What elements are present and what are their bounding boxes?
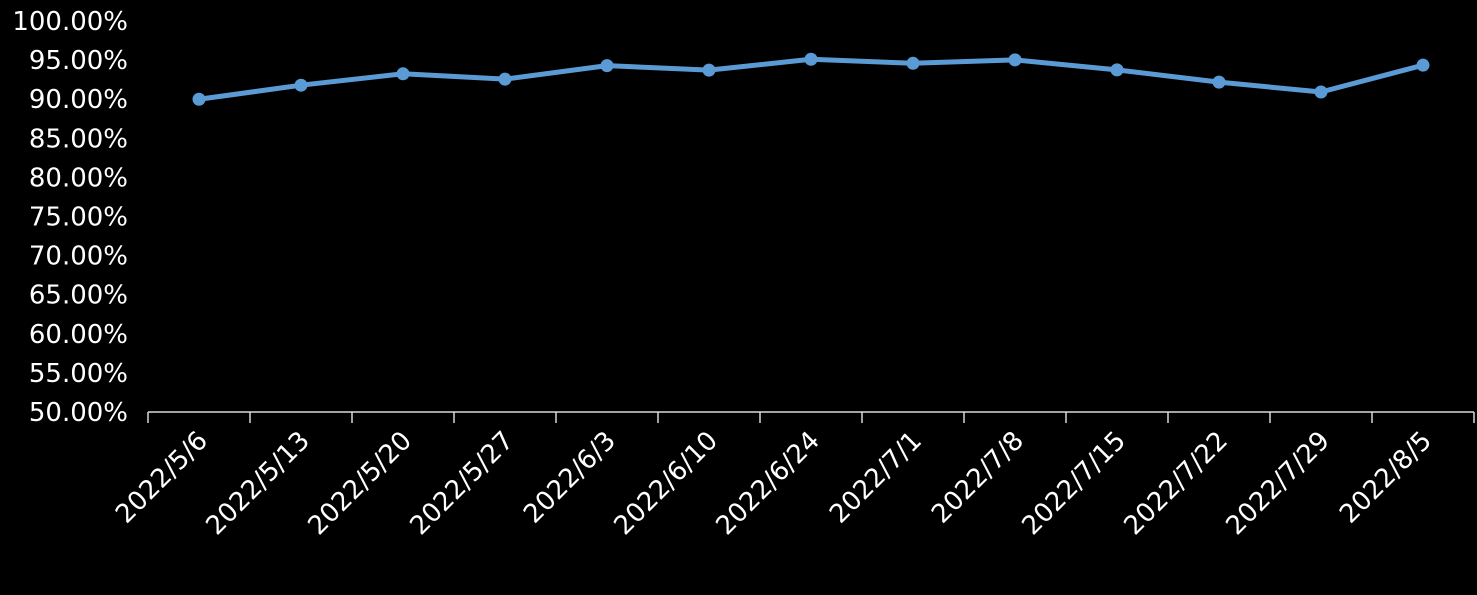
data-point (804, 52, 818, 66)
data-point (600, 59, 614, 73)
data-point (1314, 85, 1328, 99)
y-tick-label: 55.00% (29, 359, 128, 389)
x-tick-label: 2022/5/20 (302, 426, 417, 541)
x-tick-label: 2022/7/8 (926, 426, 1030, 530)
x-axis (147, 411, 1475, 423)
x-tick-label: 2022/5/6 (110, 426, 214, 530)
data-point (906, 56, 920, 70)
data-point (498, 72, 512, 86)
x-tick-label: 2022/6/10 (608, 426, 723, 541)
y-tick-label: 85.00% (29, 124, 128, 154)
y-tick-label: 90.00% (29, 85, 128, 115)
data-point (192, 92, 206, 106)
y-tick-label: 100.00% (12, 7, 128, 37)
y-tick-label: 50.00% (29, 398, 128, 428)
y-tick-label: 95.00% (29, 46, 128, 76)
data-point (1110, 63, 1124, 77)
x-tick-label: 2022/7/29 (1220, 426, 1335, 541)
x-tick-label: 2022/7/1 (824, 426, 928, 530)
series-layer (192, 52, 1430, 106)
x-tick-label: 2022/5/13 (200, 426, 315, 541)
x-axis-labels: 2022/5/62022/5/132022/5/202022/5/272022/… (110, 426, 1438, 541)
x-tick-label: 2022/7/15 (1016, 426, 1131, 541)
x-tick-label: 2022/6/24 (710, 426, 825, 541)
data-point (396, 67, 410, 81)
data-point (1212, 75, 1226, 89)
x-tick-label: 2022/7/22 (1118, 426, 1233, 541)
y-axis-labels: 100.00% 95.00% 90.00% 85.00% 80.00% 75.00% 70.… (12, 7, 128, 428)
data-point (702, 63, 716, 77)
x-tick-label: 2022/5/27 (404, 426, 519, 541)
y-tick-label: 80.00% (29, 163, 128, 193)
x-tick-label: 2022/6/3 (518, 426, 622, 530)
y-tick-label: 65.00% (29, 281, 128, 311)
data-point (1416, 58, 1430, 72)
x-tick-label: 2022/8/5 (1334, 426, 1438, 530)
data-point (1008, 53, 1022, 67)
y-tick-label: 70.00% (29, 242, 128, 272)
y-tick-label: 60.00% (29, 320, 128, 350)
data-point (294, 78, 308, 92)
y-tick-label: 75.00% (29, 203, 128, 233)
